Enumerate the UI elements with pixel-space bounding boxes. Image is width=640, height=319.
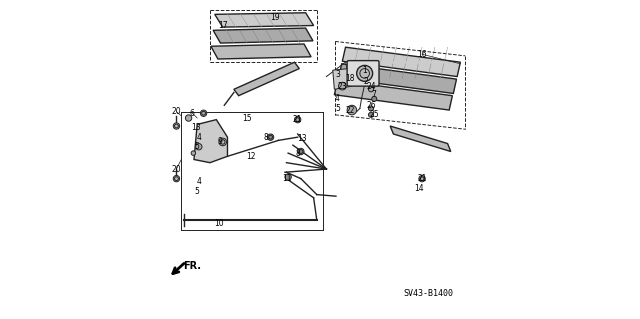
Text: 9: 9	[217, 137, 222, 146]
Circle shape	[196, 144, 202, 150]
Text: 23: 23	[337, 82, 347, 91]
Text: 12: 12	[246, 152, 256, 161]
Text: 3: 3	[335, 70, 340, 79]
Circle shape	[298, 148, 304, 155]
Text: 5: 5	[195, 142, 200, 151]
Circle shape	[200, 110, 207, 116]
Text: 4: 4	[335, 94, 340, 103]
Polygon shape	[342, 47, 460, 77]
Circle shape	[419, 175, 425, 182]
Text: 13: 13	[191, 123, 200, 132]
Text: 15: 15	[242, 114, 252, 122]
Text: 17: 17	[218, 21, 227, 30]
Text: 5: 5	[335, 104, 340, 113]
Text: 24: 24	[366, 82, 376, 91]
Text: 6: 6	[190, 109, 195, 118]
Circle shape	[173, 123, 180, 129]
Text: 5: 5	[195, 187, 200, 196]
Polygon shape	[211, 44, 311, 59]
Text: 18: 18	[346, 74, 355, 83]
Text: FR.: FR.	[183, 261, 201, 271]
Circle shape	[294, 116, 301, 123]
Circle shape	[191, 151, 196, 155]
Text: SV43-B1400: SV43-B1400	[403, 289, 454, 298]
Polygon shape	[339, 64, 456, 93]
Text: 26: 26	[366, 101, 376, 110]
Text: 14: 14	[414, 184, 424, 193]
Text: 21: 21	[417, 174, 427, 183]
Circle shape	[186, 115, 192, 121]
Text: 13: 13	[298, 134, 307, 143]
Text: 2: 2	[364, 77, 369, 86]
Text: 21: 21	[293, 115, 303, 124]
Text: 8: 8	[264, 133, 268, 142]
Text: 4: 4	[196, 177, 201, 186]
Circle shape	[219, 138, 227, 146]
Text: 10: 10	[214, 219, 225, 228]
Circle shape	[369, 87, 374, 92]
Text: 20: 20	[172, 107, 181, 116]
Circle shape	[173, 175, 180, 182]
Text: 19: 19	[271, 13, 280, 22]
Polygon shape	[194, 120, 227, 163]
Polygon shape	[390, 126, 451, 152]
Text: 25: 25	[369, 110, 379, 119]
Text: 11: 11	[282, 174, 291, 183]
Circle shape	[347, 105, 356, 115]
Text: 16: 16	[417, 50, 427, 59]
Polygon shape	[213, 28, 313, 43]
Text: 7: 7	[372, 90, 377, 99]
Polygon shape	[215, 13, 314, 27]
Circle shape	[356, 65, 372, 81]
Circle shape	[268, 134, 274, 140]
Circle shape	[369, 106, 374, 111]
Circle shape	[372, 96, 377, 101]
Text: 20: 20	[172, 165, 181, 174]
Polygon shape	[334, 80, 452, 110]
FancyBboxPatch shape	[347, 61, 379, 86]
Polygon shape	[234, 62, 300, 96]
Text: 8: 8	[295, 149, 300, 158]
Text: 22: 22	[346, 106, 355, 115]
Circle shape	[285, 174, 291, 180]
Circle shape	[339, 82, 346, 90]
Polygon shape	[333, 69, 352, 89]
Text: 4: 4	[196, 133, 201, 142]
Circle shape	[369, 112, 374, 117]
Text: 1: 1	[362, 66, 367, 75]
